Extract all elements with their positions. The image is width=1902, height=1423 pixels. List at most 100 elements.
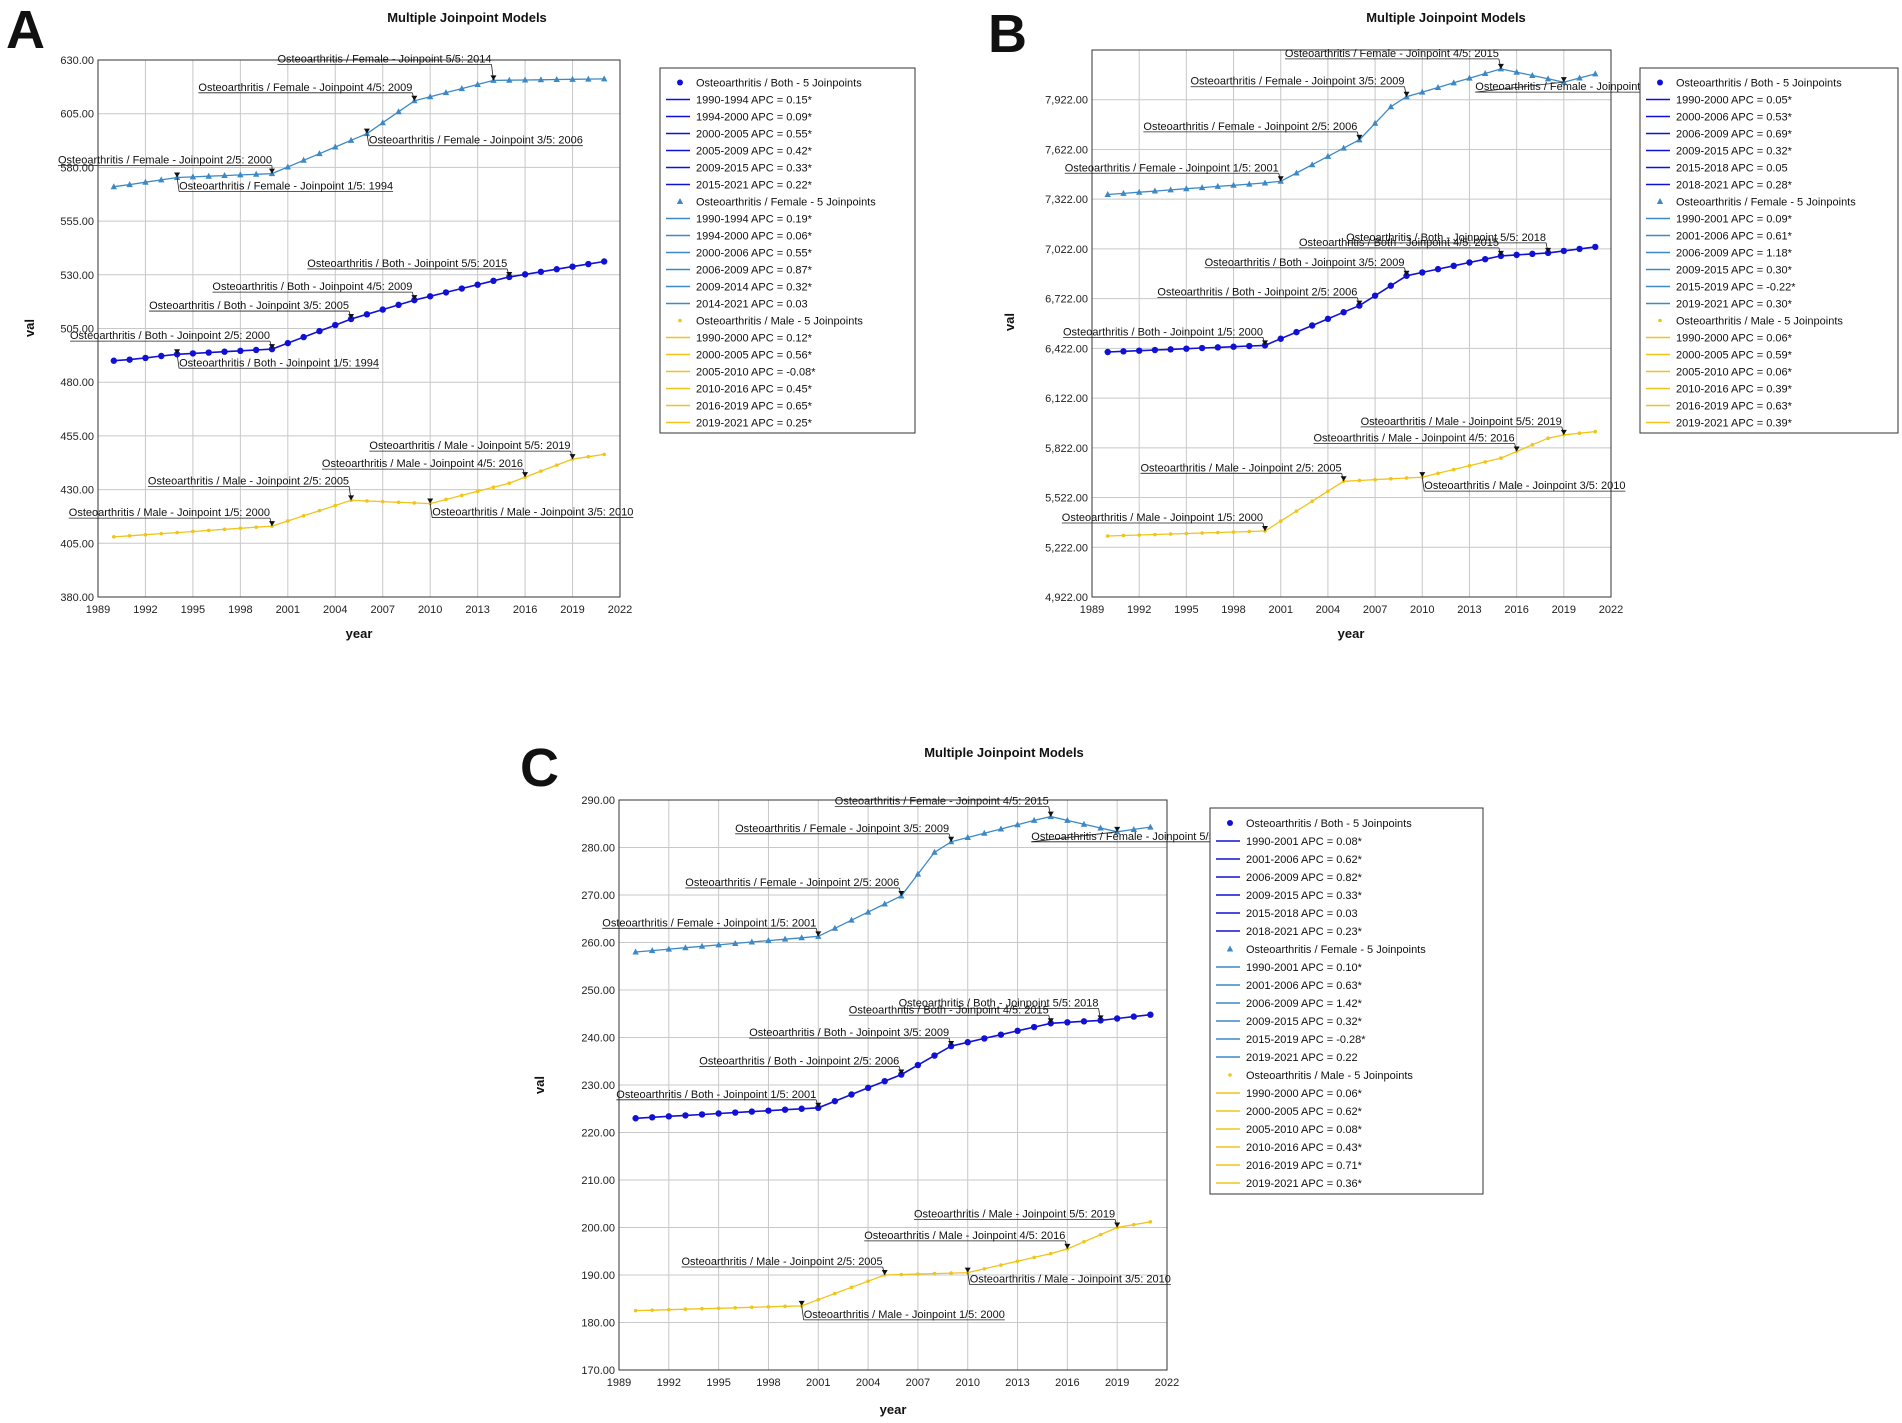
joinpoint-label: Osteoarthritis / Female - Joinpoint 2/5:… [58, 155, 272, 167]
legend-entry: 2000-2005 APC = 0.56* [696, 350, 813, 362]
legend-marker [1657, 79, 1663, 86]
x-tick-label: 2004 [856, 1377, 880, 1389]
data-point [1436, 471, 1440, 476]
legend-series-name: Osteoarthritis / Female - 5 Joinpoints [1676, 197, 1856, 209]
data-point [585, 260, 592, 268]
data-point [1326, 489, 1330, 494]
data-point [1135, 347, 1143, 354]
data-point [1513, 68, 1520, 75]
data-point [1064, 816, 1071, 823]
joinpoint-arrow [1403, 91, 1410, 97]
data-point [252, 170, 260, 177]
data-point [507, 481, 512, 485]
data-point [1278, 519, 1283, 523]
legend: Osteoarthritis / Both - 5 Joinpoints 1990… [659, 67, 916, 434]
data-point [1293, 328, 1300, 336]
data-point [1153, 532, 1157, 537]
legend-entry: 2001-2006 APC = 0.63* [1246, 980, 1363, 992]
y-tick-label: 7,322.00 [1045, 194, 1088, 206]
data-point [474, 281, 481, 288]
joinpoint-label: Osteoarthritis / Both - Joinpoint 4/5: 2… [212, 281, 412, 293]
data-point [831, 924, 839, 931]
joinpoint-label: Osteoarthritis / Female - Joinpoint 4/5:… [835, 796, 1049, 808]
y-tick-label: 180.00 [581, 1318, 615, 1330]
data-point [585, 75, 592, 82]
chart-panel-b: B Multiple Joinpoint Models 1989 1992 1995 19… [988, 4, 1899, 641]
joinpoint-arrow [1356, 134, 1363, 140]
data-point [395, 301, 402, 309]
joinpoint-arrow [1340, 476, 1347, 482]
data-point [982, 1267, 987, 1271]
data-point [1294, 509, 1299, 513]
data-point [1214, 182, 1222, 189]
data-point [732, 1109, 739, 1116]
data-point [1030, 1023, 1038, 1031]
data-point [1135, 188, 1143, 195]
legend-entry: 2010-2016 APC = 0.39* [1676, 384, 1793, 396]
x-tick-label: 1998 [756, 1377, 780, 1389]
data-point [1324, 152, 1332, 159]
series-female [110, 75, 608, 190]
data-point [649, 947, 656, 954]
joinpoint-label: Osteoarthritis / Both - Joinpoint 5/5: 2… [899, 997, 1099, 1009]
x-tick-label: 1992 [133, 604, 157, 616]
data-point [126, 356, 133, 363]
series-line-female [113, 78, 605, 188]
data-point [1544, 75, 1552, 82]
data-point [143, 532, 148, 537]
data-point [1048, 1251, 1053, 1256]
y-axis-label: val [1002, 313, 1017, 331]
data-point [750, 1305, 754, 1310]
data-point [700, 1306, 704, 1311]
data-point [1324, 315, 1332, 323]
joinpoint-arrow [269, 521, 275, 527]
joinpoint-arrow [1497, 250, 1504, 256]
data-point [1230, 181, 1237, 188]
data-point [848, 916, 855, 923]
joinpoint-label: Osteoarthritis / Both - Joinpoint 1/5: 1… [179, 357, 379, 369]
y-tick-label: 7,622.00 [1045, 144, 1088, 156]
data-point [237, 171, 244, 178]
legend-entry: 2005-2010 APC = 0.08* [1246, 1124, 1363, 1136]
joinpoint-arrow [964, 1267, 971, 1273]
joinpoint-label: Osteoarthritis / Female - Joinpoint 3/5:… [369, 135, 583, 147]
data-point [1148, 1220, 1153, 1224]
data-point [284, 163, 292, 170]
legend-entry: 1994-2000 APC = 0.06* [696, 231, 813, 243]
plot-area [97, 59, 621, 598]
legend-entry: 2009-2015 APC = 0.32* [1246, 1016, 1363, 1028]
legend-series-name: Osteoarthritis / Both - 5 Joinpoints [1246, 818, 1412, 830]
joinpoint-leader [967, 1272, 971, 1285]
data-point [798, 1105, 805, 1112]
data-point [221, 172, 228, 179]
data-point [783, 1304, 787, 1309]
series-male [633, 1220, 1153, 1313]
legend-entry: 2005-2010 APC = -0.08* [696, 367, 816, 379]
joinpoint-label: Osteoarthritis / Male - Joinpoint 2/5: 2… [682, 1256, 883, 1268]
legend-entry: 2009-2014 APC = 0.32* [696, 282, 813, 294]
data-point [665, 1113, 673, 1120]
x-tick-label: 2019 [1105, 1377, 1129, 1389]
x-axis-label: year [346, 626, 373, 641]
joinpoint-arrow [522, 472, 529, 478]
data-point [1560, 247, 1568, 255]
data-point [175, 530, 179, 535]
legend-entry: 2006-2009 APC = 1.42* [1246, 998, 1363, 1010]
data-point [316, 150, 323, 157]
joinpoint-label: Osteoarthritis / Both - Joinpoint 2/5: 2… [699, 1056, 899, 1068]
data-point [715, 941, 722, 948]
joinpoint-annotations: Osteoarthritis / Female - Joinpoint 4/5:… [602, 796, 1227, 1321]
joinpoint-label: Osteoarthritis / Both - Joinpoint 3/5: 2… [149, 300, 349, 312]
joinpoint-arrow [1097, 1015, 1104, 1021]
legend-entry: 2015-2019 APC = -0.28* [1246, 1034, 1366, 1046]
joinpoint-label: Osteoarthritis / Female - Joinpoint 5/5:… [1475, 81, 1671, 93]
data-point [316, 327, 323, 335]
y-tick-label: 5,822.00 [1045, 443, 1088, 455]
legend-entry: 1990-1994 APC = 0.15* [696, 95, 813, 107]
data-point [317, 508, 322, 513]
data-point [1577, 431, 1582, 436]
chart-title: Multiple Joinpoint Models [1366, 10, 1526, 25]
data-point [1246, 342, 1253, 350]
joinpoint-arrow [569, 454, 576, 460]
x-tick-label: 2007 [370, 604, 394, 616]
